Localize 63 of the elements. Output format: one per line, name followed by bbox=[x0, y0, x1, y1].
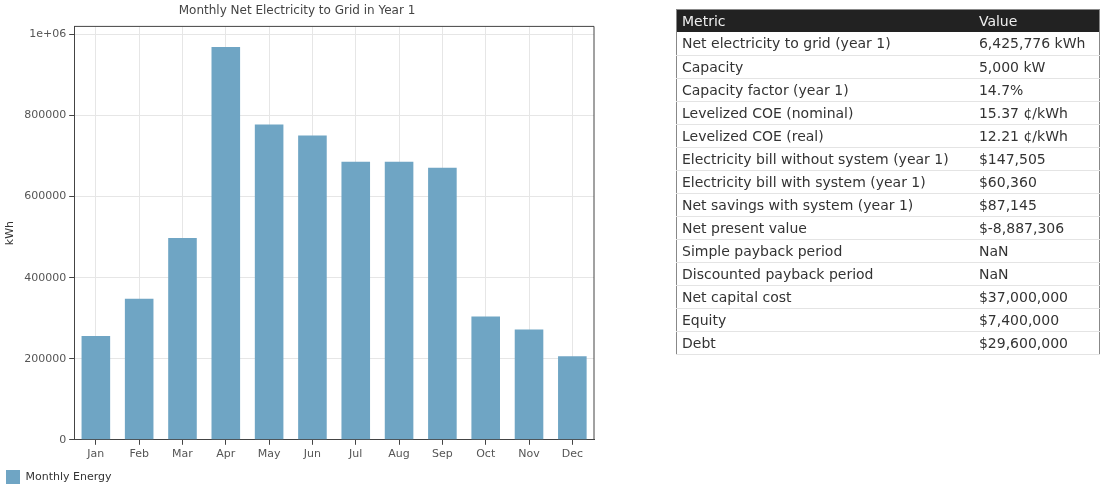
text: Equity bbox=[676, 308, 974, 331]
bar bbox=[124, 298, 154, 440]
text: Net capital cost bbox=[676, 285, 974, 308]
x-tick-label: May bbox=[257, 447, 281, 461]
x-tick-label: Jan bbox=[86, 447, 105, 461]
bar bbox=[384, 161, 414, 440]
text: Discounted payback period bbox=[676, 262, 974, 285]
bar bbox=[211, 47, 241, 440]
text: 12.21 ¢/kWh bbox=[973, 124, 1100, 147]
x-tick-label: Jun bbox=[302, 447, 322, 461]
text: Electricity bill with system (year 1) bbox=[676, 170, 974, 193]
bar bbox=[298, 135, 327, 440]
text: Levelized COE (nominal) bbox=[676, 101, 974, 124]
bar bbox=[81, 336, 111, 440]
text: Net present value bbox=[676, 216, 974, 239]
x-tick-label: Aug bbox=[388, 447, 410, 461]
text: Value bbox=[973, 9, 1100, 32]
bar bbox=[514, 329, 544, 440]
text: Levelized COE (real) bbox=[676, 124, 974, 147]
text: Net electricity to grid (year 1) bbox=[676, 32, 974, 55]
legend-label: Monthly Energy bbox=[25, 469, 113, 483]
x-tick-label: Sep bbox=[432, 447, 453, 461]
text: 15.37 ¢/kWh bbox=[973, 101, 1100, 124]
y-tick-label: 400000 bbox=[24, 270, 67, 284]
y-tick-label: 600000 bbox=[24, 189, 67, 203]
text: $147,505 bbox=[973, 147, 1100, 170]
y-tick-label: 200000 bbox=[24, 351, 67, 365]
x-tick-label: Jul bbox=[348, 447, 363, 461]
text: $37,000,000 bbox=[973, 285, 1100, 308]
x-tick-label: Nov bbox=[518, 447, 541, 461]
text: Debt bbox=[676, 331, 974, 354]
text: NaN bbox=[973, 262, 1100, 285]
text: Simple payback period bbox=[676, 239, 974, 262]
x-tick-label: Apr bbox=[216, 447, 236, 461]
bar bbox=[428, 167, 457, 440]
x-tick-label: Oct bbox=[476, 447, 496, 461]
x-tick-label: Feb bbox=[129, 447, 149, 461]
text: Metric bbox=[676, 9, 974, 32]
text: $-8,887,306 bbox=[973, 216, 1100, 239]
bar bbox=[168, 237, 197, 440]
y-tick-label: 0 bbox=[59, 432, 67, 446]
bar bbox=[254, 124, 284, 440]
text: 5,000 kW bbox=[973, 55, 1100, 78]
y-axis-title: kWh bbox=[3, 220, 17, 246]
text: $7,400,000 bbox=[973, 308, 1100, 331]
bar bbox=[341, 161, 371, 440]
x-tick-label: Mar bbox=[172, 447, 194, 461]
text: 14.7% bbox=[973, 78, 1100, 101]
text: $87,145 bbox=[973, 193, 1100, 216]
text: 6,425,776 kWh bbox=[973, 32, 1100, 55]
text: Net savings with system (year 1) bbox=[676, 193, 974, 216]
text: Capacity bbox=[676, 55, 974, 78]
text: NaN bbox=[973, 239, 1100, 262]
bar bbox=[558, 356, 587, 440]
y-tick-label: 800000 bbox=[24, 108, 67, 122]
text: $60,360 bbox=[973, 170, 1100, 193]
chart-title: Monthly Net Electricity to Grid in Year 1 bbox=[178, 3, 416, 18]
y-tick-label: 1e+06 bbox=[29, 27, 67, 41]
text: Capacity factor (year 1) bbox=[676, 78, 974, 101]
text: $29,600,000 bbox=[973, 331, 1100, 354]
bar bbox=[471, 316, 500, 440]
x-tick-label: Dec bbox=[561, 447, 583, 461]
text: Electricity bill without system (year 1) bbox=[676, 147, 974, 170]
